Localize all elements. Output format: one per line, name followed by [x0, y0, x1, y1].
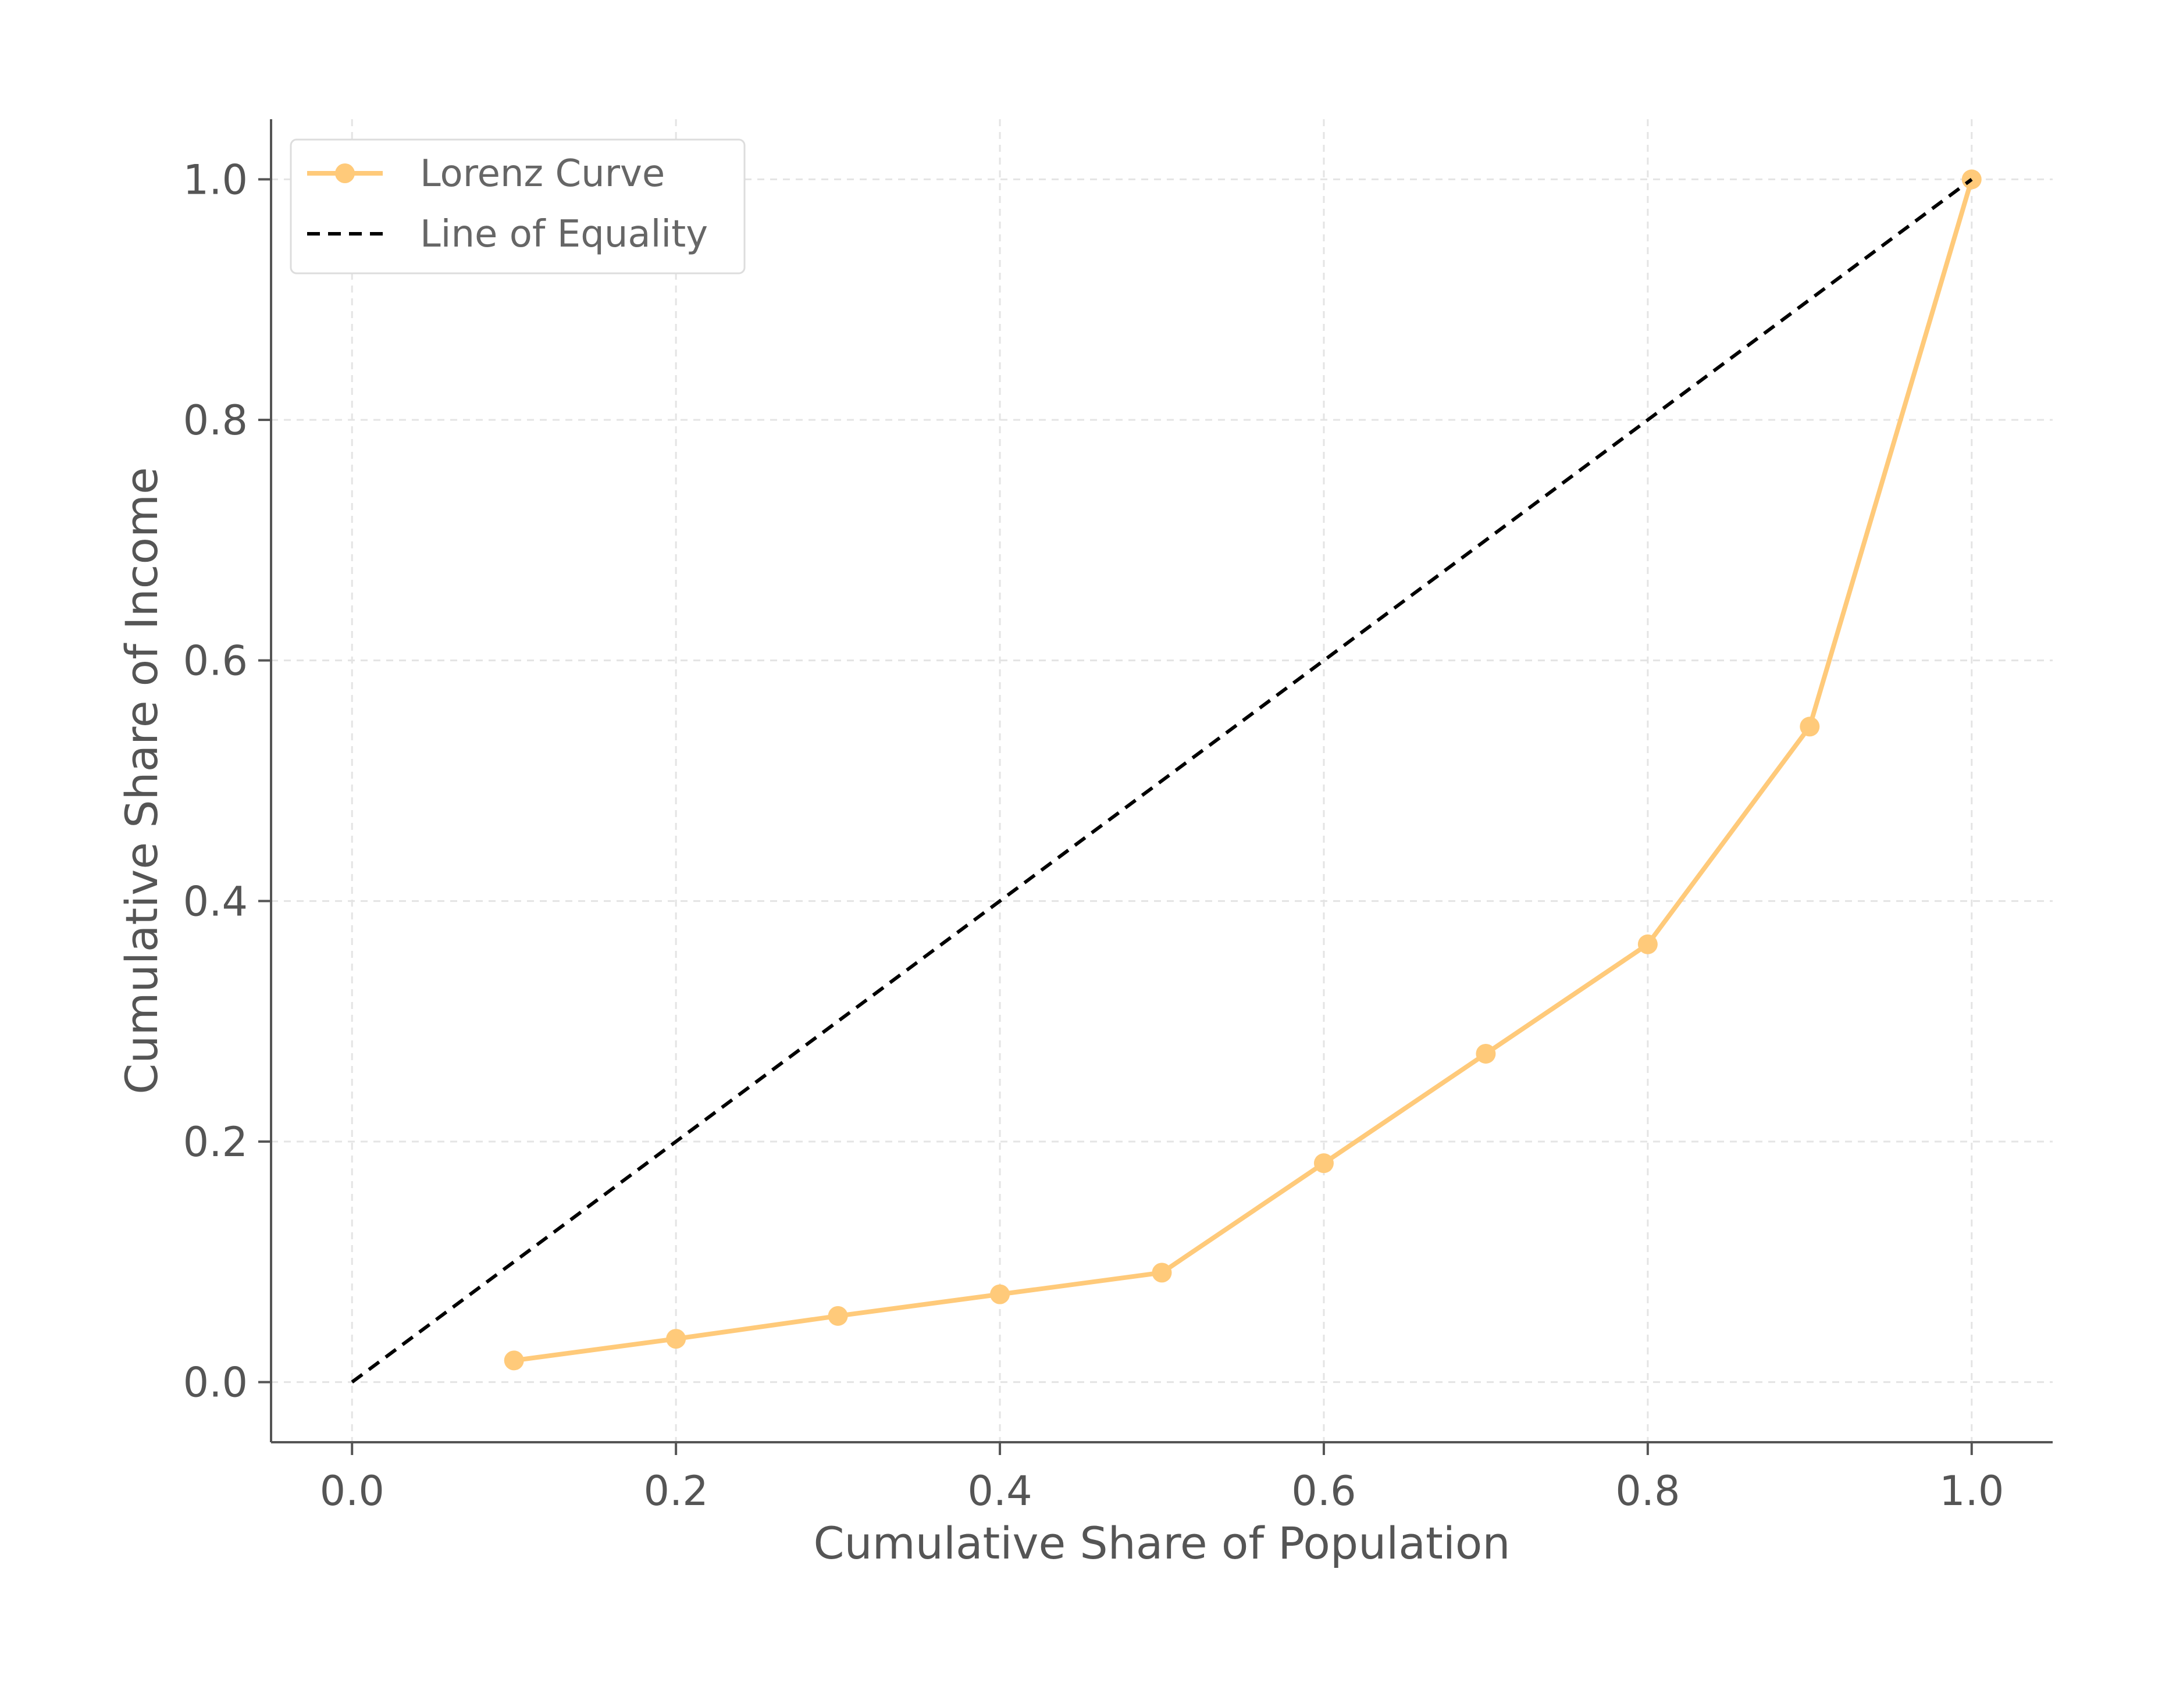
series [351, 169, 1982, 1383]
y-tick-label: 0.0 [183, 1359, 248, 1407]
y-tick-label: 0.6 [183, 637, 248, 685]
data-point-lorenz-curve [1800, 716, 1820, 737]
x-tick-label: 1.0 [1939, 1467, 2004, 1515]
legend-label-lorenz-curve: Lorenz Curve [420, 152, 665, 195]
x-axis-label: Cumulative Share of Population [813, 1517, 1510, 1569]
tick-labels: 0.0 0.2 0.4 0.6 0.8 1.0 0.0 0.2 0.4 0.6 0.8 1.0 [183, 156, 2004, 1515]
legend-box [290, 138, 746, 274]
data-point-lorenz-curve [828, 1306, 848, 1326]
data-point-lorenz-curve [990, 1284, 1010, 1304]
axes [258, 119, 2053, 1455]
data-point-lorenz-curve [1152, 1263, 1172, 1283]
gridlines [271, 119, 2053, 1442]
legend-marker-lorenz-curve [335, 163, 355, 183]
x-tick-label: 0.4 [967, 1467, 1032, 1515]
data-point-lorenz-curve [1637, 934, 1658, 954]
y-axis-label: Cumulative Share of Income [116, 467, 168, 1094]
x-tick-label: 0.2 [643, 1467, 708, 1515]
x-tick-label: 0.0 [320, 1467, 384, 1515]
y-tick-label: 0.8 [183, 397, 248, 444]
data-point-lorenz-curve [1476, 1043, 1496, 1064]
y-tick-label: 0.4 [183, 878, 248, 925]
legend: Lorenz Curve Line of Equality [290, 138, 746, 274]
y-tick-label: 0.2 [183, 1118, 248, 1166]
x-tick-label: 0.6 [1291, 1467, 1356, 1515]
x-tick-label: 0.8 [1615, 1467, 1680, 1515]
data-point-lorenz-curve [666, 1329, 686, 1349]
legend-label-line-of-equality: Line of Equality [420, 213, 708, 256]
data-point-lorenz-curve [1961, 169, 1982, 190]
series-line-lorenz-curve [514, 179, 1974, 1363]
y-tick-label: 1.0 [183, 156, 248, 204]
data-point-lorenz-curve [1313, 1153, 1334, 1174]
data-point-lorenz-curve [504, 1350, 524, 1371]
series-line-line-of-equality [351, 178, 1973, 1383]
